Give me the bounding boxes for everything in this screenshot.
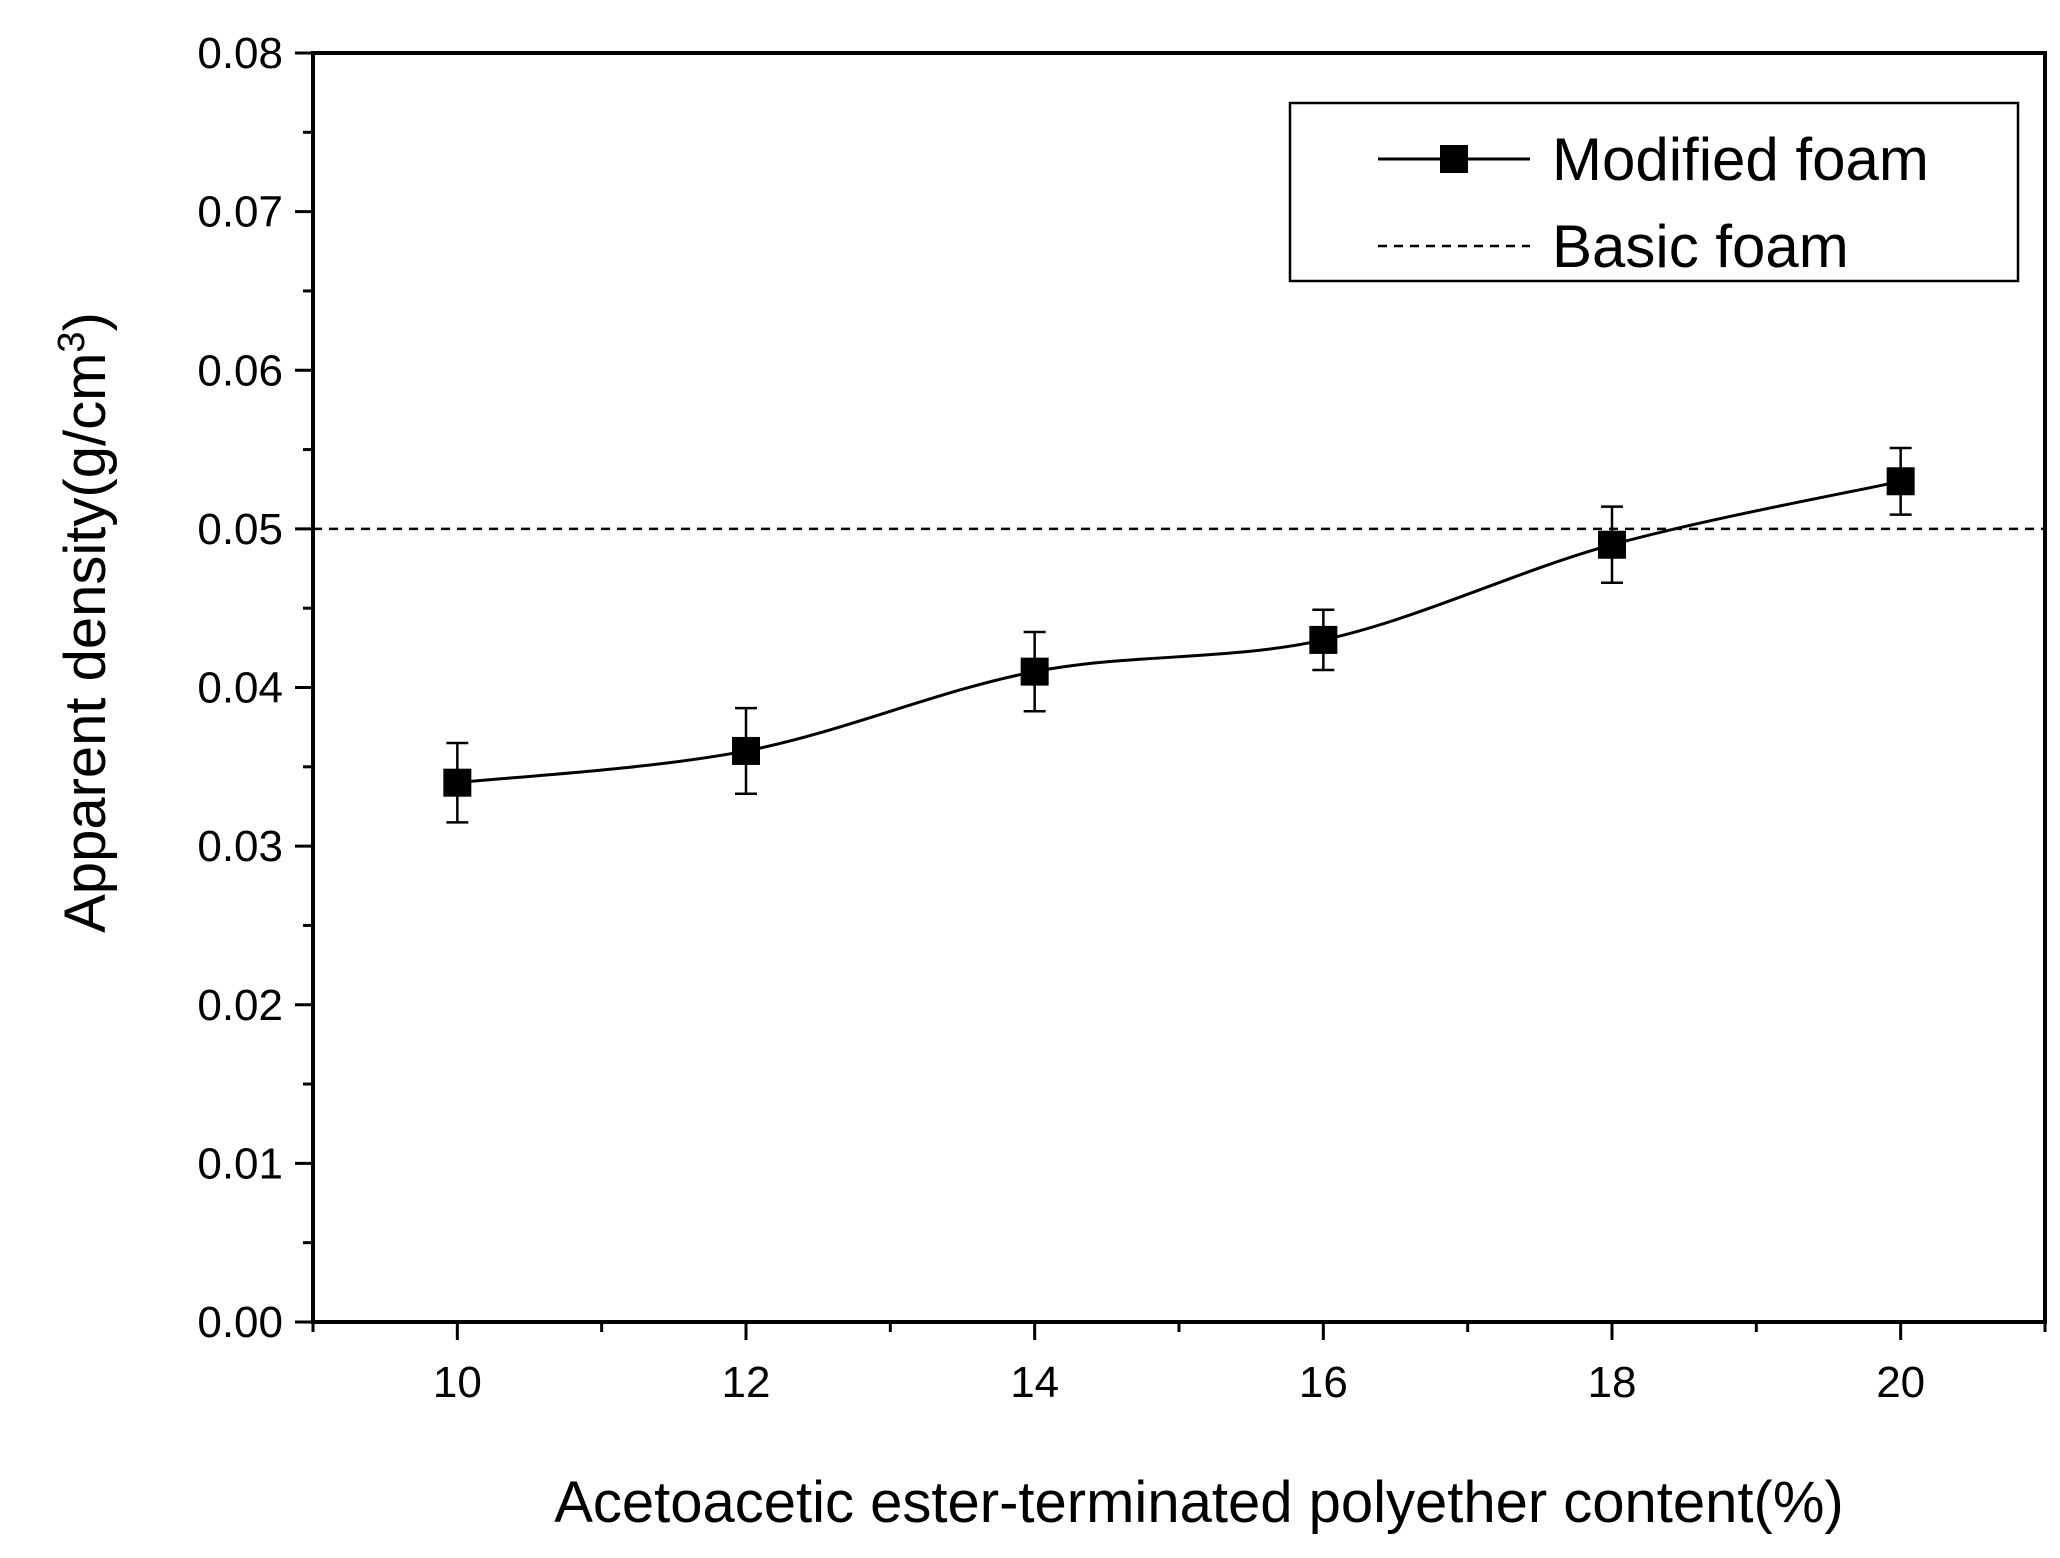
modified-foam-marker [732, 736, 760, 765]
y-tick-label: 0.02 [197, 981, 283, 1030]
modified-foam-line [457, 479, 1901, 785]
y-tick-label: 0.08 [197, 29, 283, 78]
y-axis-title-close: ) [53, 312, 118, 331]
y-axis-title: Apparent density(g/cm3) [51, 312, 118, 933]
y-tick-label: 0.04 [197, 664, 283, 713]
y-tick-label: 0.05 [197, 505, 283, 554]
x-tick-label: 14 [1010, 1358, 1059, 1407]
x-tick-label: 12 [722, 1358, 771, 1407]
y-axis-title-superscript: 3 [51, 331, 93, 352]
legend-box [1288, 101, 2020, 283]
y-tick-label: 0.01 [197, 1139, 283, 1188]
modified-foam-marker [1598, 530, 1626, 559]
x-tick-label: 18 [1588, 1358, 1637, 1407]
x-tick-label: 10 [433, 1358, 482, 1407]
legend-modified-label: Modified foam [1552, 126, 1929, 193]
axes-layer: 0.00 0.01 0.02 0.03 0.04 0.05 0.06 0.07 0.08 10 12… [197, 29, 2047, 1407]
modified-foam-marker [443, 768, 472, 797]
legend-basic-label: Basic foam [1552, 213, 1849, 280]
y-axis-title-main: Apparent density(g/cm [53, 353, 118, 933]
y-tick-label: 0.00 [197, 1298, 283, 1347]
title-layer: Acetoacetic ester-terminated polyether c… [51, 312, 1844, 1535]
x-tick-label: 16 [1299, 1358, 1348, 1407]
legend-modified-marker [1440, 145, 1468, 173]
x-axis-title: Acetoacetic ester-terminated polyether c… [554, 1470, 1844, 1535]
data-layer [313, 446, 2045, 824]
modified-foam-marker [1309, 625, 1338, 654]
y-tick-label: 0.06 [197, 346, 283, 395]
y-tick-label: 0.03 [197, 822, 283, 871]
modified-foam-marker [1886, 467, 1915, 496]
legend-layer: Modified foam Basic foam [1288, 101, 2020, 283]
y-tick-label: 0.07 [197, 188, 283, 237]
modified-foam-marker [1020, 657, 1049, 686]
x-tick-label: 20 [1876, 1358, 1925, 1407]
